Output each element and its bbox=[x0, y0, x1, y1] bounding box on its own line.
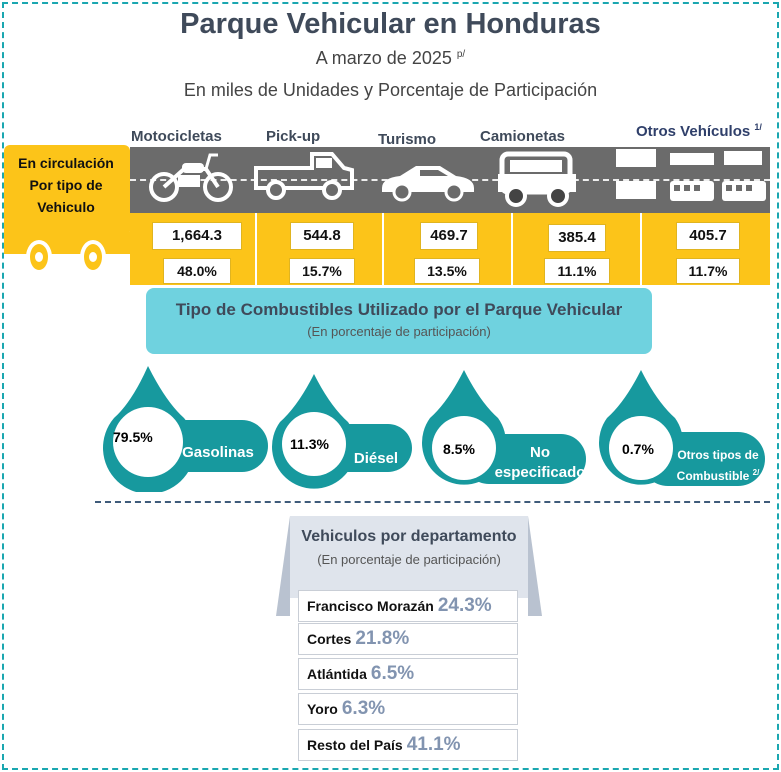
vehicle-label-turismo: Turismo bbox=[378, 131, 437, 148]
truck-cab-base bbox=[4, 232, 130, 254]
vehicle-label-camionetas: Camionetas bbox=[480, 128, 566, 145]
vehicle-value-pickup: 544.8 bbox=[290, 222, 354, 250]
dept-section-header: Vehiculos por departamento (En porcentaj… bbox=[290, 516, 528, 598]
vehicle-pct-camionetas: 11.1% bbox=[544, 258, 610, 284]
fuel-pct-diesel: 11.3% bbox=[290, 436, 329, 452]
subtitle-date: A marzo de 2025 p/ bbox=[315, 48, 466, 68]
sedan-car-icon bbox=[382, 166, 474, 202]
fuel-drop-otros bbox=[599, 370, 765, 486]
bed-divider bbox=[382, 213, 384, 285]
section-divider bbox=[95, 501, 770, 503]
bed-divider bbox=[511, 213, 513, 285]
fuel-pct-gasolinas: 79.5% bbox=[113, 429, 153, 445]
fuel-pct-otros: 0.7% bbox=[622, 441, 654, 457]
other-vehicles-icon bbox=[616, 149, 766, 201]
vehicle-pct-motocicletas: 48.0% bbox=[163, 258, 231, 284]
fuel-label-otros: Otros tipos de Combustible 2/ bbox=[676, 448, 760, 483]
vehicle-label-pickup: Pick-up bbox=[266, 128, 321, 145]
vehicle-label-motocicletas: Motocicletas bbox=[131, 128, 222, 145]
bed-divider bbox=[640, 213, 642, 285]
dept-row: Cortes 21.8% bbox=[298, 623, 518, 655]
vehicle-pct-pickup: 15.7% bbox=[289, 258, 355, 284]
subtitle-units: En miles de Unidades y Porcentaje de Par… bbox=[183, 80, 598, 100]
bed-divider bbox=[255, 213, 257, 285]
fuel-section-header: Tipo de Combustibles Utilizado por el Pa… bbox=[146, 288, 652, 354]
vehicle-label-otros: Otros Vehículos 1/ bbox=[636, 122, 762, 140]
pickup-icon bbox=[254, 152, 354, 200]
truck-cab-label: En circulación Por tipo de Vehiculo bbox=[18, 155, 114, 215]
dept-row: Francisco Morazán 24.3% bbox=[298, 590, 518, 622]
fuel-label-diesel: Diésel bbox=[353, 450, 399, 467]
dept-row: Atlántida 6.5% bbox=[298, 658, 518, 690]
fuel-pct-no-especificado: 8.5% bbox=[443, 441, 475, 457]
fuel-label-gasolinas: Gasolinas bbox=[182, 444, 254, 461]
truck-wheel bbox=[26, 240, 52, 274]
truck-wheel bbox=[80, 240, 106, 274]
vehicle-value-otros: 405.7 bbox=[676, 222, 740, 250]
fuel-label-no-especificado: No especificado bbox=[494, 444, 586, 481]
vehicle-value-camionetas: 385.4 bbox=[548, 224, 606, 252]
fuel-drop-no-especificado bbox=[422, 370, 586, 485]
suv-icon bbox=[498, 151, 576, 207]
truck-cab bbox=[4, 145, 130, 237]
vehicle-pct-turismo: 13.5% bbox=[414, 258, 480, 284]
vehicle-value-turismo: 469.7 bbox=[420, 222, 478, 250]
motorcycle-icon bbox=[149, 153, 233, 202]
fuel-drop-diesel bbox=[272, 374, 412, 489]
fuel-drop-gasolinas bbox=[103, 366, 268, 492]
page-title: Parque Vehicular en Honduras bbox=[180, 8, 601, 40]
vehicle-pct-otros: 11.7% bbox=[676, 258, 740, 284]
dept-row: Resto del País 41.1% bbox=[298, 729, 518, 761]
dept-row: Yoro 6.3% bbox=[298, 693, 518, 725]
vehicle-value-motocicletas: 1,664.3 bbox=[152, 222, 242, 250]
